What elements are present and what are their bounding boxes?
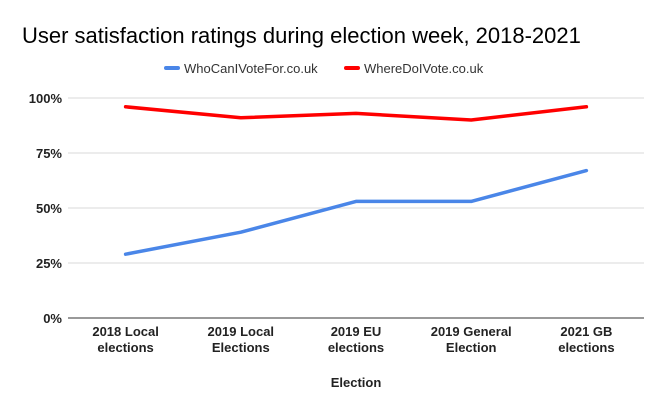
y-tick-label: 100% (29, 91, 63, 106)
y-tick-label: 50% (36, 201, 62, 216)
legend: WhoCanIVoteFor.co.uk WhereDoIVote.co.uk (164, 61, 484, 76)
series-line (123, 168, 589, 256)
legend-label: WhoCanIVoteFor.co.uk (184, 61, 318, 76)
x-axis-label: Election (331, 375, 382, 390)
x-tick-label: 2018 Local elections (92, 324, 159, 355)
x-tick-label: 2019 General Election (431, 324, 512, 355)
series-lines (123, 105, 589, 256)
series-line (123, 105, 589, 122)
y-tick-label: 75% (36, 146, 62, 161)
legend-label: WhereDoIVote.co.uk (364, 61, 484, 76)
y-tick-label: 25% (36, 256, 62, 271)
gridlines (68, 97, 644, 319)
x-tick-label: 2021 GB elections (558, 324, 614, 355)
x-tick-label: 2019 Local Elections (208, 324, 275, 355)
x-tick-label: 2019 EU elections (328, 324, 384, 355)
y-tick-label: 0% (43, 311, 62, 326)
x-axis-ticks: 2018 Local elections 2019 Local Elections 20… (92, 324, 614, 355)
chart-title: User satisfaction ratings during electio… (22, 23, 581, 48)
y-axis-ticks: 0% 25% 50% 75% 100% (29, 91, 63, 326)
